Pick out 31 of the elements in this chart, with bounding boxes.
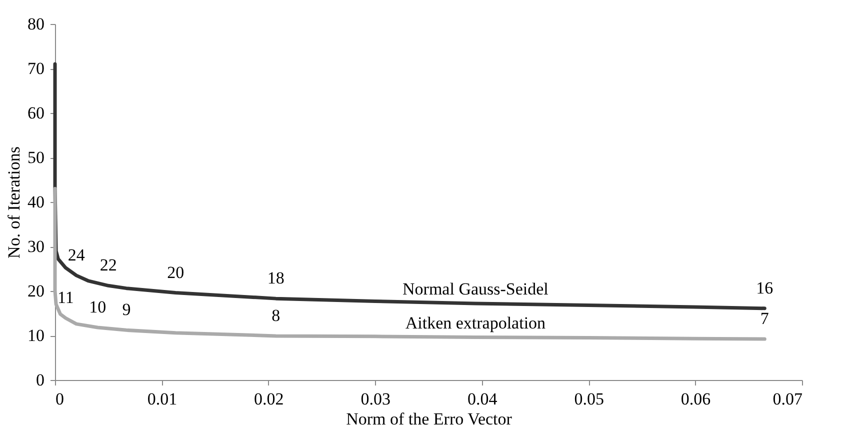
y-tick-label: 70: [28, 59, 44, 78]
y-tick-label: 50: [28, 148, 44, 167]
x-tick-label: 0.01: [147, 390, 178, 408]
annotation: 22: [100, 256, 117, 275]
annotation: 8: [272, 306, 280, 325]
x-tick-label: 0.07: [772, 390, 803, 408]
annotation: 10: [89, 297, 106, 316]
x-tick-label: 0.02: [254, 390, 284, 408]
y-tick-label: 30: [28, 237, 44, 256]
x-tick-label: 0: [56, 390, 64, 408]
annotation: 7: [760, 309, 770, 328]
annotation: 11: [57, 288, 74, 308]
y-tick-label: 80: [28, 14, 44, 34]
y-tick-label: 40: [28, 192, 44, 212]
annotation: 18: [267, 268, 284, 288]
y-axis-title: No. of Iterations: [4, 146, 24, 258]
series-label: Normal Gauss-Seidel: [402, 279, 549, 298]
x-tick-label: 0.04: [467, 390, 498, 408]
x-tick-label: 0.03: [360, 390, 391, 408]
annotation: 24: [68, 245, 86, 264]
y-tick-label: 60: [28, 104, 44, 122]
x-axis-title: Norm of the Erro Vector: [346, 410, 512, 428]
annotation: 16: [756, 278, 774, 298]
y-tick-label: 0: [36, 370, 44, 390]
x-tick-label: 0.05: [574, 390, 604, 408]
y-tick-label: 20: [28, 282, 44, 300]
x-tick-label: 0.06: [680, 390, 711, 408]
series-label: Aitken extrapolation: [405, 313, 546, 332]
annotation: 20: [167, 262, 184, 282]
annotation: 9: [122, 300, 131, 320]
y-tick-label: 10: [28, 326, 44, 345]
